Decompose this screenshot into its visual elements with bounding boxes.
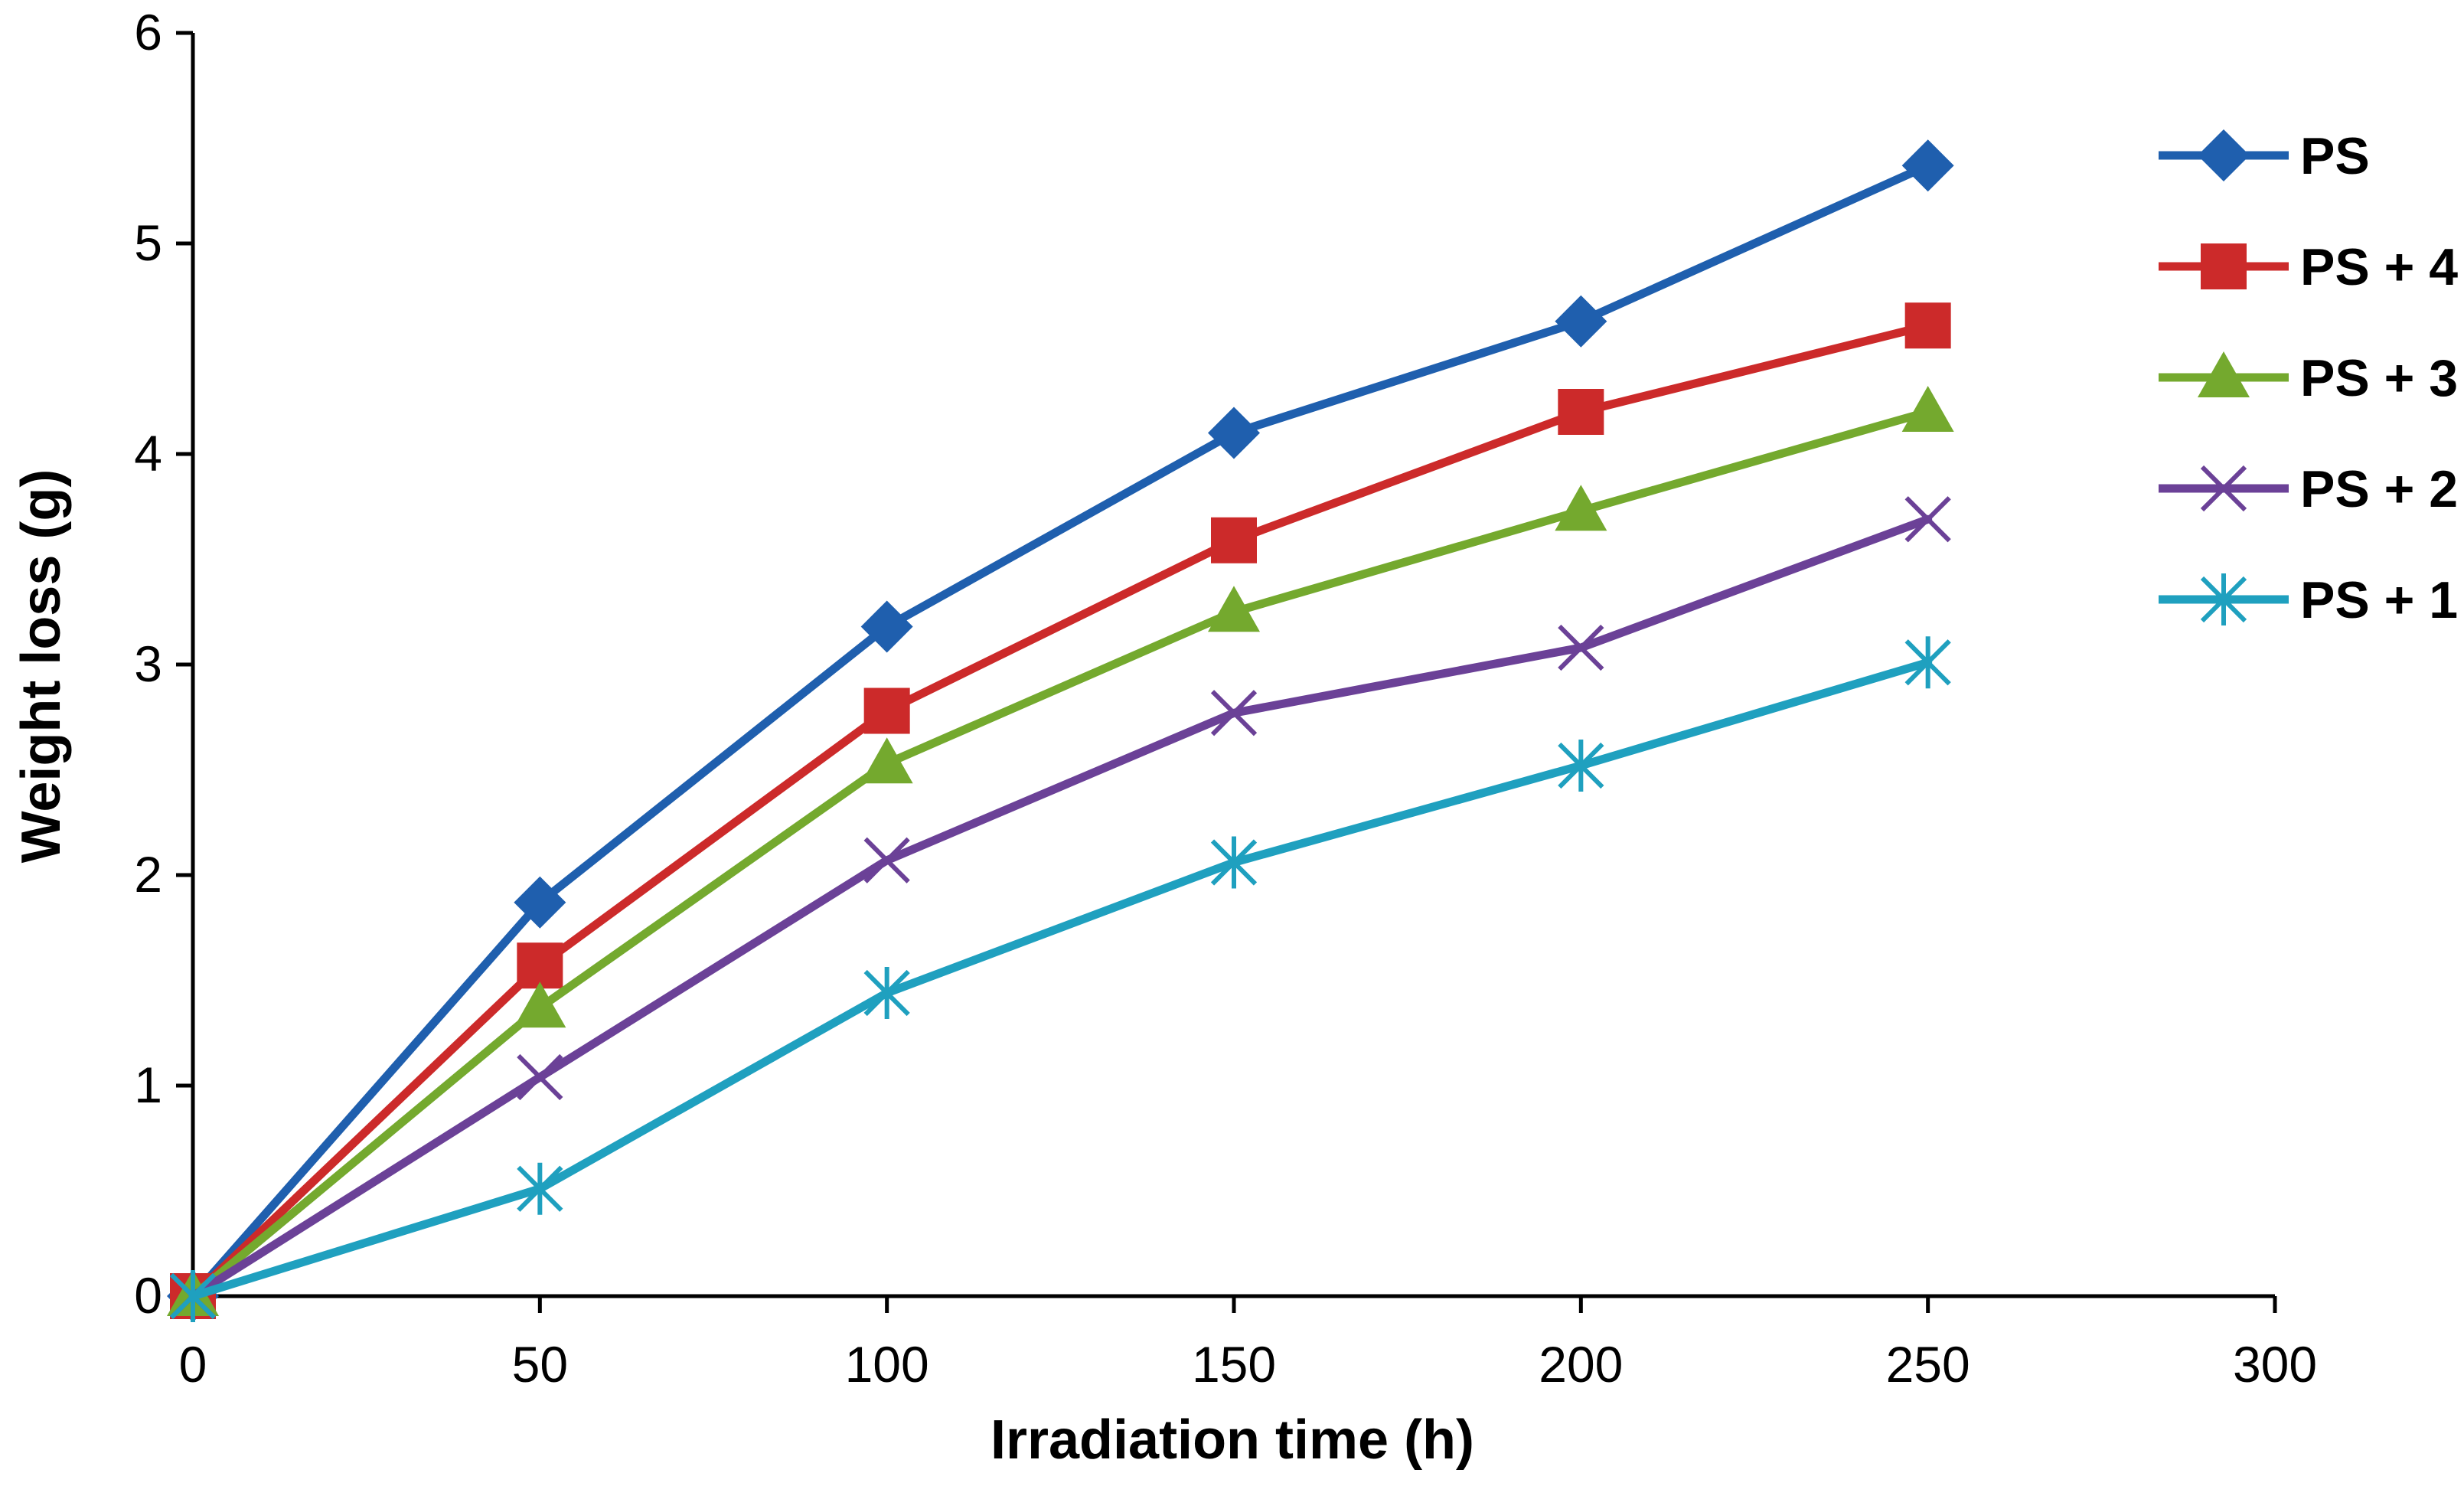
data-point [1904, 302, 1951, 349]
data-point [517, 1162, 563, 1215]
legend-label: PS + 4 [2300, 238, 2458, 296]
data-point [1558, 389, 1604, 435]
legend-marker [2200, 573, 2247, 625]
x-tick-label: 200 [1539, 1336, 1623, 1393]
x-tick-label: 250 [1886, 1336, 1970, 1393]
data-point [1555, 485, 1607, 531]
x-axis-title: Irradiation time (h) [990, 1409, 1474, 1471]
data-point [860, 737, 913, 784]
legend-marker [2201, 243, 2247, 289]
series-line [188, 658, 1933, 1301]
data-point [1210, 690, 1258, 736]
x-tick-label: 150 [1192, 1336, 1276, 1393]
legend-item: PS + 3 [2159, 349, 2458, 407]
legend-marker [2198, 129, 2250, 181]
x-tick-label: 100 [845, 1336, 929, 1393]
data-point [514, 876, 566, 929]
series-line [188, 161, 1933, 1301]
series-ps4 [170, 302, 1951, 1319]
legend-item: PS + 1 [2159, 571, 2458, 629]
legend-marker [2198, 351, 2250, 397]
data-point [1208, 407, 1260, 459]
axes: 0 1 2 3 4 5 6 0 50 100 150 200 250 300 [134, 4, 2317, 1393]
data-point [1901, 386, 1954, 432]
data-point [863, 967, 910, 1019]
data-point [1210, 836, 1258, 889]
legend-label: PS + 2 [2300, 460, 2458, 518]
x-tick-label: 0 [179, 1336, 207, 1393]
legend-label: PS [2300, 127, 2370, 185]
series-line [188, 407, 1933, 1301]
data-point [1211, 517, 1257, 563]
x-tick-label: 50 [512, 1336, 568, 1393]
data-point [1901, 139, 1954, 192]
data-point [169, 1270, 217, 1322]
legend-marker [2200, 465, 2247, 512]
data-point [1558, 624, 1604, 671]
data-point [1555, 295, 1607, 348]
data-point [1208, 586, 1260, 632]
legend-label: PS + 3 [2300, 349, 2458, 407]
y-tick-label: 3 [134, 635, 162, 692]
x-tick-label: 300 [2233, 1336, 2317, 1393]
data-point [1558, 740, 1604, 792]
series-ps2 [169, 496, 1951, 1320]
legend-item: PS + 2 [2159, 460, 2458, 518]
y-tick-label: 4 [134, 425, 162, 482]
y-tick-label: 5 [134, 214, 162, 271]
data-point [863, 687, 910, 734]
legend: PS PS + 4 PS + 3 PS + 2 PS + 1 [2159, 127, 2458, 629]
data-point [1904, 636, 1951, 689]
series-line [188, 514, 1933, 1301]
data-point [514, 981, 566, 1028]
series-ps1 [169, 636, 1951, 1322]
legend-item: PS + 4 [2159, 238, 2458, 296]
data-point [860, 600, 913, 653]
y-tick-label: 2 [134, 846, 162, 903]
y-tick-label: 6 [134, 4, 162, 60]
data-point [1904, 496, 1951, 543]
data-point [863, 837, 910, 883]
legend-label: PS + 1 [2300, 571, 2458, 629]
series-line [188, 321, 1933, 1301]
legend-item: PS [2159, 127, 2370, 185]
y-tick-label: 1 [134, 1057, 162, 1113]
data-point [517, 942, 563, 989]
series-layer [167, 139, 1954, 1322]
data-point [517, 1053, 563, 1101]
y-axis-title: Weight loss (g) [11, 469, 72, 864]
y-tick-label: 0 [134, 1267, 162, 1324]
